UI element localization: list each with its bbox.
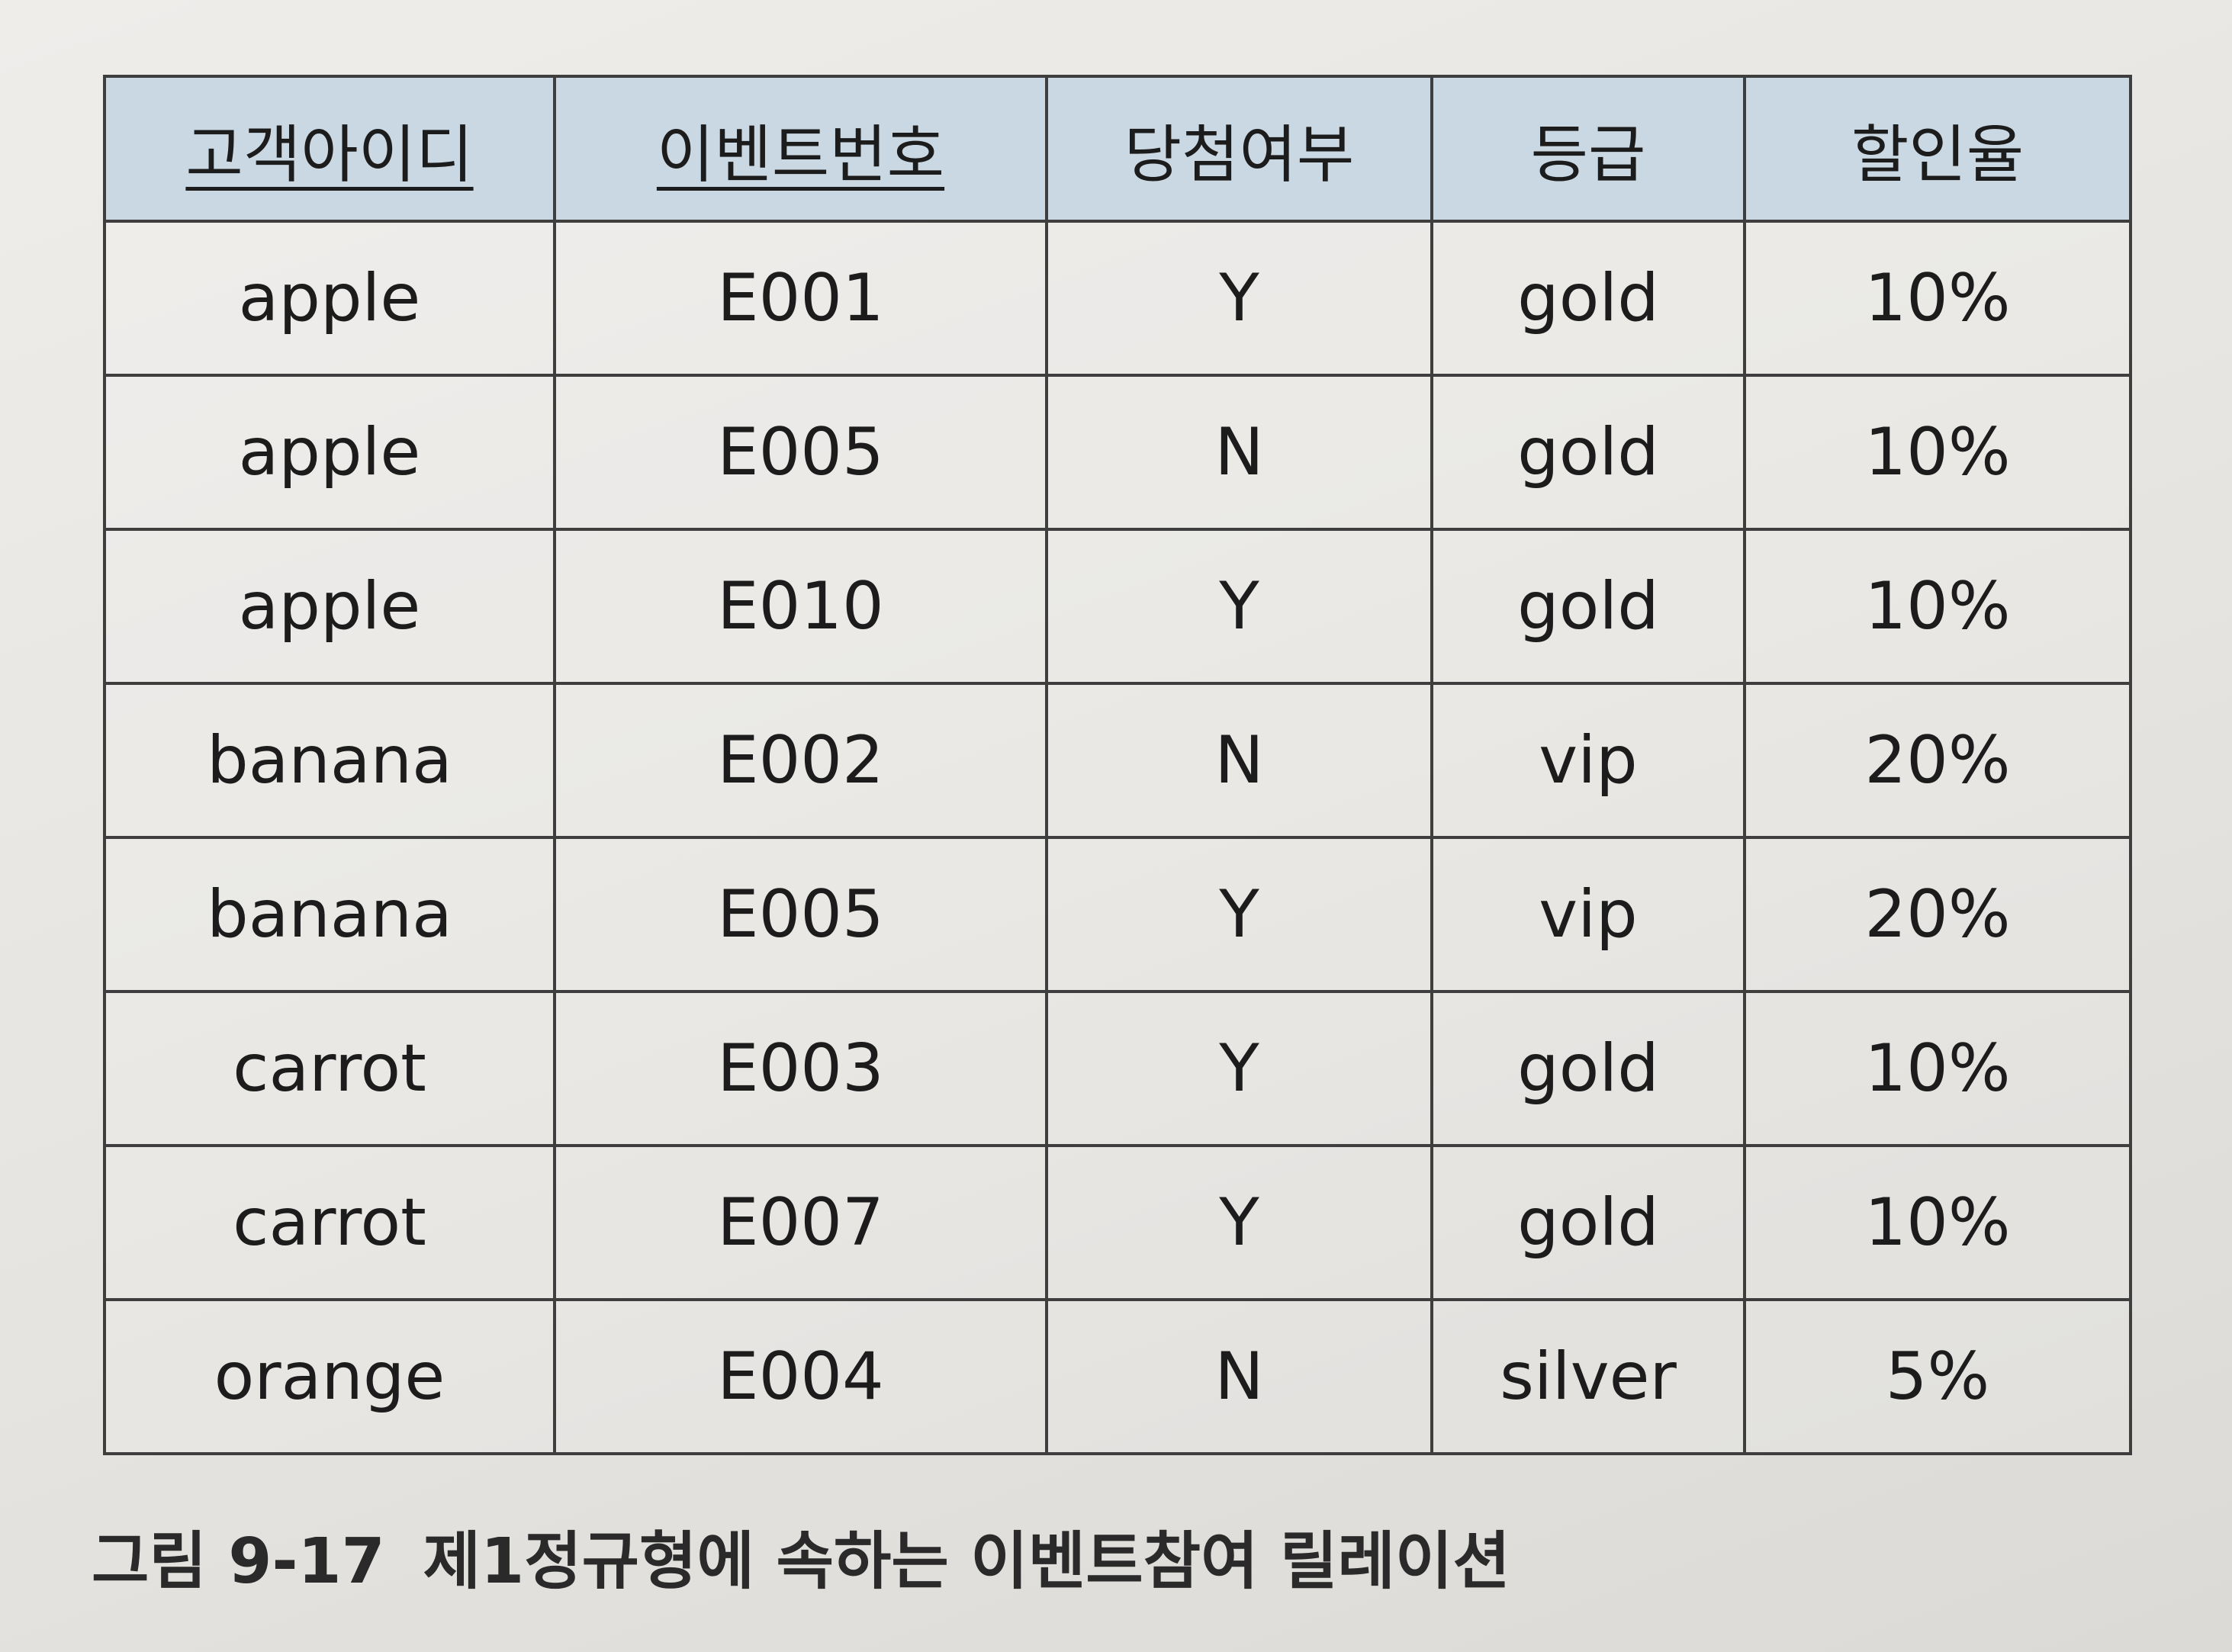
header-discount-rate: 할인율 xyxy=(1743,75,2132,223)
cell-win-status: Y xyxy=(1045,836,1433,993)
cell-discount-rate: 10% xyxy=(1743,528,2132,685)
cell-grade: gold xyxy=(1430,1144,1746,1301)
header-win-status: 당첨여부 xyxy=(1045,75,1433,223)
cell-customer-id: orange xyxy=(103,1298,556,1455)
cell-event-number: E004 xyxy=(553,1298,1048,1455)
cell-discount-rate: 20% xyxy=(1743,836,2132,993)
event-participation-relation-table: 고객아이디 이벤트번호 당첨여부 등급 할인율 apple E001 Y gol… xyxy=(103,75,2132,1455)
cell-customer-id: apple xyxy=(103,528,556,685)
cell-customer-id: banana xyxy=(103,682,556,839)
cell-event-number: E002 xyxy=(553,682,1048,839)
table-row: carrot E003 Y gold 10% xyxy=(103,990,2132,1147)
table-row: apple E010 Y gold 10% xyxy=(103,528,2132,685)
cell-win-status: Y xyxy=(1045,220,1433,377)
cell-event-number: E003 xyxy=(553,990,1048,1147)
table-row: banana E002 N vip 20% xyxy=(103,682,2132,839)
cell-customer-id: apple xyxy=(103,220,556,377)
cell-discount-rate: 10% xyxy=(1743,374,2132,531)
cell-grade: silver xyxy=(1430,1298,1746,1455)
table-row: carrot E007 Y gold 10% xyxy=(103,1144,2132,1301)
cell-win-status: Y xyxy=(1045,990,1433,1147)
header-customer-id: 고객아이디 xyxy=(103,75,556,223)
cell-customer-id: carrot xyxy=(103,1144,556,1301)
header-grade: 등급 xyxy=(1430,75,1746,223)
cell-grade: gold xyxy=(1430,990,1746,1147)
table-row: apple E001 Y gold 10% xyxy=(103,220,2132,377)
cell-event-number: E007 xyxy=(553,1144,1048,1301)
cell-win-status: Y xyxy=(1045,528,1433,685)
cell-discount-rate: 20% xyxy=(1743,682,2132,839)
cell-discount-rate: 10% xyxy=(1743,1144,2132,1301)
cell-win-status: N xyxy=(1045,374,1433,531)
cell-event-number: E005 xyxy=(553,374,1048,531)
cell-grade: gold xyxy=(1430,528,1746,685)
cell-grade: gold xyxy=(1430,220,1746,377)
table-header-row: 고객아이디 이벤트번호 당첨여부 등급 할인율 xyxy=(103,75,2132,223)
cell-discount-rate: 5% xyxy=(1743,1298,2132,1455)
cell-discount-rate: 10% xyxy=(1743,220,2132,377)
cell-grade: vip xyxy=(1430,682,1746,839)
cell-discount-rate: 10% xyxy=(1743,990,2132,1147)
cell-customer-id: apple xyxy=(103,374,556,531)
table-row: orange E004 N silver 5% xyxy=(103,1298,2132,1455)
figure-caption-text: 제1정규형에 속하는 이벤트참여 릴레이션 xyxy=(423,1525,1510,1598)
cell-win-status: N xyxy=(1045,682,1433,839)
cell-grade: gold xyxy=(1430,374,1746,531)
primary-key-label: 이벤트번호 xyxy=(656,118,945,191)
figure-number: 그림 9-17 xyxy=(92,1525,385,1598)
cell-customer-id: banana xyxy=(103,836,556,993)
cell-event-number: E010 xyxy=(553,528,1048,685)
cell-win-status: Y xyxy=(1045,1144,1433,1301)
table-row: banana E005 Y vip 20% xyxy=(103,836,2132,993)
cell-customer-id: carrot xyxy=(103,990,556,1147)
figure-caption: 그림 9-17 제1정규형에 속하는 이벤트참여 릴레이션 xyxy=(92,1510,1510,1601)
table-row: apple E005 N gold 10% xyxy=(103,374,2132,531)
cell-win-status: N xyxy=(1045,1298,1433,1455)
cell-grade: vip xyxy=(1430,836,1746,993)
cell-event-number: E001 xyxy=(553,220,1048,377)
primary-key-label: 고객아이디 xyxy=(185,118,474,191)
cell-event-number: E005 xyxy=(553,836,1048,993)
header-event-number: 이벤트번호 xyxy=(553,75,1048,223)
